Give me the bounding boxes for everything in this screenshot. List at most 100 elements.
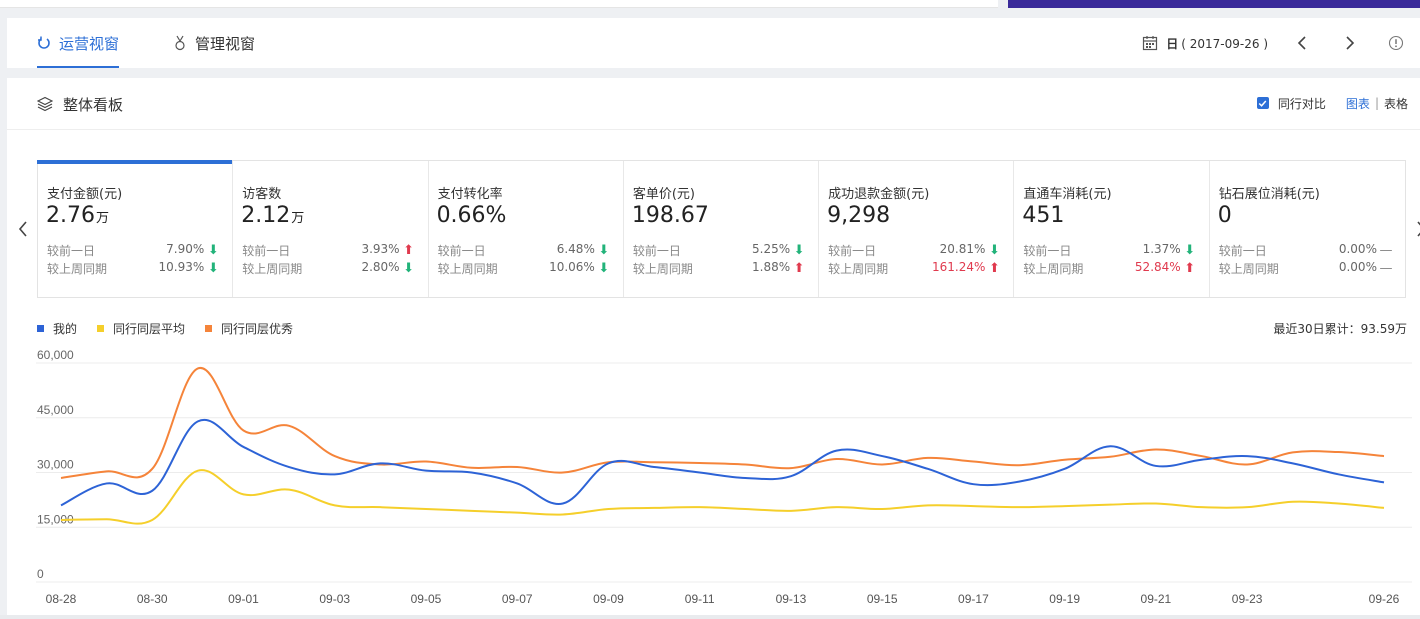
date-label[interactable]: 日( 2017-09-26 ) bbox=[1166, 35, 1268, 52]
calendar-icon[interactable] bbox=[1142, 35, 1158, 51]
metric-cards: 支付金额(元) 2.76万较前一日 7.90% ⬇ 较上周同期 10.93% ⬇ 访客数 2.1… bbox=[36, 160, 1406, 298]
check-icon bbox=[1259, 100, 1267, 107]
metric-week-compare-label: 较上周同期 bbox=[1218, 262, 1279, 276]
x-tick-label: 09-01 bbox=[228, 592, 259, 606]
trend-line-chart: 0 15,000 30,000 45,000 60,000 08-28 08-30 09-01… bbox=[36, 348, 1412, 606]
layers-icon bbox=[37, 96, 53, 112]
metric-week-compare: 较上周同期 10.06% ⬇ bbox=[438, 260, 610, 277]
metric-value-number: 0 bbox=[1217, 203, 1232, 228]
legend-label: 同行同层优秀 bbox=[221, 322, 294, 336]
loop-icon bbox=[38, 36, 50, 49]
x-tick-label: 09-03 bbox=[319, 592, 350, 606]
y-tick-label: 60,000 bbox=[37, 348, 74, 362]
series-line bbox=[60, 418, 1385, 507]
metric-week-compare-label: 较上周同期 bbox=[242, 262, 303, 276]
trend-up-icon: ⬆ bbox=[403, 243, 415, 258]
view-chart-toggle[interactable]: 图表 bbox=[1345, 96, 1370, 111]
metric-week-compare-pct: 161.24% bbox=[932, 260, 986, 274]
metric-day-compare-pct: 3.93% bbox=[361, 242, 400, 256]
metric-week-compare: 较上周同期 52.84% ⬆ bbox=[1023, 260, 1196, 277]
date-period: 日 bbox=[1166, 36, 1179, 51]
info-icon[interactable] bbox=[1388, 35, 1404, 51]
metric-week-compare-pct: 2.80% bbox=[361, 260, 400, 274]
metric-value: 2.12万 bbox=[241, 203, 304, 228]
metric-value: 198.67 bbox=[632, 203, 709, 228]
date-value: ( 2017-09-26 ) bbox=[1181, 36, 1268, 51]
metric-value-number: 198.67 bbox=[631, 203, 709, 228]
metric-week-compare-pct: 1.88% bbox=[752, 260, 791, 274]
metric-value: 2.76万 bbox=[46, 203, 109, 228]
view-table-toggle[interactable]: 表格 bbox=[1383, 96, 1408, 111]
series-line bbox=[60, 367, 1385, 479]
x-tick-label: 09-26 bbox=[1369, 592, 1400, 606]
legend-item[interactable]: 同行同层平均 bbox=[97, 320, 185, 337]
metric-card[interactable]: 钻石展位消耗(元) 0 较前一日 0.00% — 较上周同期 0.00% — bbox=[1210, 161, 1405, 297]
metric-card[interactable]: 成功退款金额(元) 9,298 较前一日 20.81% ⬇ 较上周同期 161.24% ⬆ bbox=[819, 161, 1015, 297]
y-tick-label: 0 bbox=[37, 567, 44, 581]
x-tick-label: 09-11 bbox=[685, 592, 715, 606]
prev-date-icon[interactable] bbox=[1296, 35, 1310, 51]
metric-day-compare: 较前一日 20.81% ⬇ bbox=[828, 242, 1000, 259]
metric-day-compare-pct: 1.37% bbox=[1142, 242, 1181, 256]
chart-legend: 我的 同行同层平均 同行同层优秀 bbox=[37, 320, 313, 337]
metric-value-unit: 万 bbox=[95, 211, 109, 226]
overview-panel: 整体看板 同行对比 图表 | 表格 支付金额(元) 2.76万较前一日 7.90% ⬇… bbox=[7, 78, 1420, 619]
y-tick-label: 30,000 bbox=[37, 458, 74, 472]
metric-day-compare-label: 较前一日 bbox=[47, 244, 96, 258]
legend-swatch bbox=[37, 325, 44, 332]
tab-management-view[interactable]: 管理视窗 bbox=[173, 18, 255, 68]
y-tick-label: 45,000 bbox=[37, 403, 74, 417]
bottom-divider bbox=[0, 615, 1420, 619]
trend-down-icon: ⬇ bbox=[598, 243, 610, 258]
metric-card[interactable]: 访客数 2.12万 较前一日 3.93% ⬆ 较上周同期 2.80% ⬇ bbox=[233, 161, 429, 297]
metric-week-compare: 较上周同期 10.93% ⬇ bbox=[47, 260, 219, 277]
metric-label: 钻石展位消耗(元) bbox=[1218, 187, 1320, 202]
metrics-next-icon[interactable] bbox=[1415, 220, 1420, 238]
metric-label: 支付金额(元) bbox=[47, 187, 123, 202]
trend-flat-icon: — bbox=[1379, 243, 1393, 258]
metric-week-compare-label: 较上周同期 bbox=[632, 262, 693, 276]
metric-card[interactable]: 支付转化率 0.66% 较前一日 6.48% ⬇ 较上周同期 10.06% ⬇ bbox=[429, 161, 624, 297]
x-tick-label: 09-09 bbox=[593, 592, 624, 606]
metric-week-compare-label: 较上周同期 bbox=[47, 262, 108, 276]
x-tick-label: 09-23 bbox=[1232, 592, 1263, 606]
metric-card[interactable]: 客单价(元) 198.67 较前一日 5.25% ⬇ 较上周同期 1.88% ⬆ bbox=[624, 161, 820, 297]
compare-checkbox[interactable] bbox=[1256, 97, 1269, 109]
compare-label[interactable]: 同行对比 bbox=[1277, 96, 1326, 111]
metric-day-compare: 较前一日 5.25% ⬇ bbox=[632, 242, 805, 259]
metric-day-compare: 较前一日 7.90% ⬇ bbox=[47, 242, 219, 259]
metric-value: 0.66% bbox=[437, 203, 507, 228]
view-separator: | bbox=[1374, 96, 1379, 110]
x-tick-label: 09-17 bbox=[958, 592, 989, 606]
metric-card[interactable]: 直通车消耗(元) 451 较前一日 1.37% ⬇ 较上周同期 52.84% ⬆ bbox=[1014, 161, 1210, 297]
metric-label: 成功退款金额(元) bbox=[828, 187, 930, 202]
metric-week-compare: 较上周同期 2.80% ⬇ bbox=[242, 260, 414, 277]
tab-operations-label: 运营视窗 bbox=[59, 34, 120, 53]
trend-up-icon: ⬆ bbox=[1184, 261, 1196, 276]
metric-day-compare-pct: 0.00% bbox=[1338, 242, 1377, 256]
metric-card[interactable]: 支付金额(元) 2.76万较前一日 7.90% ⬇ 较上周同期 10.93% ⬇ bbox=[36, 160, 234, 297]
metric-day-compare: 较前一日 3.93% ⬆ bbox=[242, 242, 415, 259]
legend-item[interactable]: 同行同层优秀 bbox=[205, 320, 293, 337]
panel-title-text: 整体看板 bbox=[63, 95, 124, 114]
metric-label: 访客数 bbox=[242, 187, 282, 202]
view-tabs-bar: 运营视窗 管理视窗 日( 2017-09-26 ) bbox=[7, 18, 1420, 68]
metric-label: 客单价(元) bbox=[632, 187, 695, 202]
legend-item[interactable]: 我的 bbox=[37, 320, 77, 337]
metric-day-compare-label: 较前一日 bbox=[437, 244, 486, 258]
x-tick-label: 09-05 bbox=[411, 592, 442, 606]
panel-header: 整体看板 同行对比 图表 | 表格 bbox=[7, 78, 1420, 130]
metric-day-compare: 较前一日 6.48% ⬇ bbox=[437, 242, 610, 259]
tab-operations-view[interactable]: 运营视窗 bbox=[37, 18, 120, 68]
metric-day-compare: 较前一日 1.37% ⬇ bbox=[1023, 242, 1195, 259]
metric-day-compare-label: 较前一日 bbox=[632, 244, 681, 258]
trend-up-icon: ⬆ bbox=[793, 261, 805, 276]
x-tick-label: 09-21 bbox=[1141, 592, 1172, 606]
metrics-prev-icon[interactable] bbox=[17, 220, 29, 238]
metric-value-unit: 万 bbox=[291, 211, 305, 226]
next-date-icon[interactable] bbox=[1342, 35, 1356, 51]
metric-day-compare-label: 较前一日 bbox=[828, 244, 877, 258]
trend-up-icon: ⬆ bbox=[988, 261, 1000, 276]
metric-value-number: 451 bbox=[1022, 203, 1065, 228]
x-tick-label: 09-13 bbox=[776, 592, 807, 606]
